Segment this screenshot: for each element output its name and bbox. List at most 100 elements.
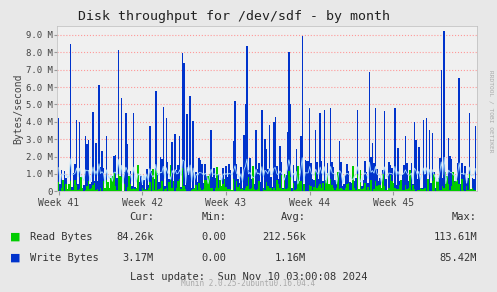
Bar — [391, 168, 393, 191]
Bar — [203, 182, 204, 191]
Bar — [206, 180, 207, 191]
Bar — [440, 70, 442, 191]
Bar — [445, 172, 446, 191]
Bar — [75, 164, 76, 191]
Bar — [320, 112, 321, 191]
Bar — [168, 182, 170, 191]
Bar — [212, 178, 213, 191]
Bar — [158, 182, 160, 191]
Bar — [343, 185, 345, 191]
Bar — [309, 108, 311, 191]
Bar — [86, 144, 88, 191]
Text: Write Bytes: Write Bytes — [30, 253, 98, 263]
Bar — [239, 185, 240, 191]
Bar — [265, 149, 267, 191]
Bar — [421, 188, 422, 191]
Bar — [160, 188, 161, 191]
Bar — [317, 162, 318, 191]
Bar — [281, 162, 282, 191]
Bar — [255, 131, 256, 191]
Bar — [188, 175, 189, 191]
Bar — [213, 168, 215, 191]
Bar — [422, 189, 424, 191]
Bar — [414, 189, 415, 191]
Bar — [73, 190, 75, 191]
Bar — [198, 158, 200, 191]
Bar — [320, 184, 321, 191]
Bar — [303, 184, 305, 191]
Bar — [182, 53, 183, 191]
Bar — [245, 105, 246, 191]
Bar — [137, 165, 139, 191]
Bar — [469, 113, 470, 191]
Bar — [146, 190, 148, 191]
Bar — [113, 156, 115, 191]
Bar — [228, 164, 230, 191]
Bar — [130, 171, 131, 191]
Bar — [378, 185, 379, 191]
Bar — [472, 188, 473, 191]
Bar — [382, 173, 384, 191]
Bar — [384, 186, 385, 191]
Text: ■: ■ — [10, 253, 20, 263]
Bar — [300, 136, 302, 191]
Bar — [333, 167, 334, 191]
Bar — [166, 118, 167, 191]
Bar — [336, 188, 337, 191]
Bar — [158, 189, 160, 191]
Bar — [473, 190, 475, 191]
Bar — [272, 190, 273, 191]
Bar — [146, 169, 148, 191]
Bar — [264, 139, 265, 191]
Bar — [221, 189, 222, 191]
Bar — [195, 172, 197, 191]
Text: Disk throughput for /dev/sdf - by month: Disk throughput for /dev/sdf - by month — [78, 10, 390, 23]
Bar — [360, 190, 361, 191]
Bar — [342, 186, 343, 191]
Bar — [237, 187, 239, 191]
Bar — [171, 142, 173, 191]
Bar — [240, 190, 242, 191]
Bar — [314, 180, 315, 191]
Bar — [454, 182, 455, 191]
Bar — [91, 182, 92, 191]
Bar — [433, 172, 434, 191]
Bar — [452, 190, 454, 191]
Bar — [219, 180, 221, 191]
Bar — [315, 172, 317, 191]
Bar — [427, 187, 428, 191]
Bar — [276, 180, 278, 191]
Bar — [378, 181, 379, 191]
Bar — [282, 190, 284, 191]
Bar — [218, 188, 219, 191]
Bar — [109, 189, 110, 191]
Bar — [167, 162, 168, 191]
Bar — [183, 186, 185, 191]
Bar — [311, 163, 312, 191]
Bar — [331, 162, 333, 191]
Bar — [106, 180, 107, 191]
Bar — [149, 182, 151, 191]
Bar — [385, 179, 387, 191]
Bar — [321, 161, 323, 191]
Bar — [110, 178, 112, 191]
Bar — [475, 190, 476, 191]
Bar — [252, 187, 253, 191]
Bar — [390, 165, 391, 191]
Bar — [436, 184, 437, 191]
Bar — [364, 161, 366, 191]
Bar — [224, 180, 225, 191]
Bar — [469, 174, 470, 191]
Bar — [375, 108, 376, 191]
Text: Last update:  Sun Nov 10 03:00:08 2024: Last update: Sun Nov 10 03:00:08 2024 — [130, 272, 367, 282]
Bar — [69, 185, 70, 191]
Bar — [136, 188, 137, 191]
Bar — [121, 98, 122, 191]
Bar — [148, 188, 149, 191]
Bar — [85, 190, 86, 191]
Bar — [200, 188, 201, 191]
Bar — [406, 189, 408, 191]
Bar — [390, 175, 391, 191]
Bar — [363, 180, 364, 191]
Bar — [82, 188, 83, 191]
